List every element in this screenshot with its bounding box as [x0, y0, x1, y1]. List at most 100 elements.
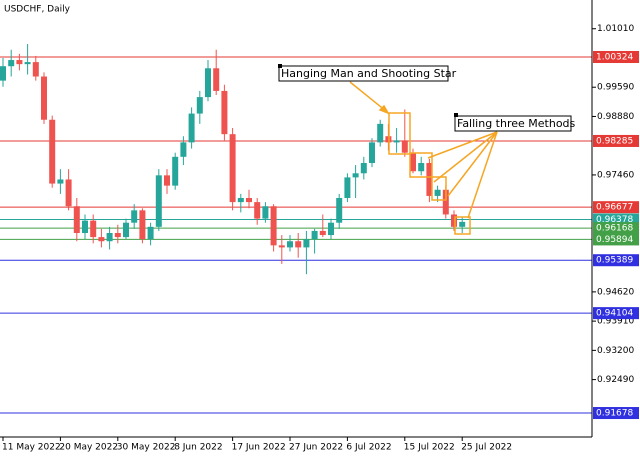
- candle-body: [311, 230, 318, 240]
- candles-layer: [0, 43, 466, 275]
- x-tick-label: 30 May 2022: [117, 443, 176, 453]
- anchor: [278, 64, 282, 68]
- candle-body: [270, 206, 277, 246]
- candle-body: [410, 152, 416, 172]
- candle-body: [32, 62, 39, 77]
- price-label: 0.96168: [596, 224, 633, 234]
- candle-body: [295, 241, 302, 248]
- candle-body: [352, 173, 359, 178]
- price-label-box: [593, 50, 639, 63]
- candle-body: [434, 189, 441, 196]
- y-tick-label: 0.93910: [597, 317, 634, 327]
- candle-body: [155, 175, 162, 227]
- price-label: 0.98285: [596, 136, 633, 146]
- annotation: Falling three Methods: [457, 117, 576, 130]
- candle-body: [360, 162, 367, 174]
- pattern-box: [409, 152, 433, 178]
- candle-body: [205, 68, 211, 98]
- candle-body: [246, 197, 252, 203]
- candle-body: [369, 142, 375, 163]
- candle-body: [49, 119, 56, 184]
- price-label-box: [593, 254, 639, 267]
- candle-body: [262, 206, 269, 219]
- y-tick-label: 0.93200: [597, 346, 634, 356]
- candle-body: [180, 142, 187, 157]
- candle-body: [123, 222, 129, 238]
- price-label-box: [593, 134, 639, 147]
- candle-body: [442, 189, 449, 215]
- candle-body: [41, 76, 47, 120]
- y-tick-label: 0.94620: [597, 287, 634, 297]
- y-tick-label: 0.99590: [597, 83, 634, 93]
- candle-body: [114, 232, 121, 238]
- price-label: 0.96378: [596, 215, 633, 225]
- candle-body: [336, 197, 343, 223]
- candle-body: [188, 113, 195, 143]
- candle-body: [418, 162, 425, 172]
- candle-body: [106, 232, 113, 242]
- candle-body: [131, 210, 138, 223]
- candle-body: [451, 214, 457, 227]
- candle-body: [196, 97, 203, 114]
- x-tick-label: 20 May 2022: [59, 443, 118, 453]
- annotation-box: [454, 115, 572, 132]
- candle-body: [65, 179, 72, 207]
- candle-body: [0, 66, 6, 81]
- candle-body: [401, 140, 408, 153]
- price-label-box: [593, 307, 639, 320]
- arrow: [433, 131, 498, 183]
- candle-body: [344, 177, 351, 198]
- price-label: 0.96677: [596, 203, 633, 213]
- price-label: 1.00324: [596, 52, 633, 62]
- candle-body: [139, 210, 146, 240]
- x-tick-label: 27 Jun 2022: [289, 443, 343, 453]
- candle-body: [221, 90, 228, 135]
- candle-body: [24, 62, 31, 65]
- arrow: [447, 131, 498, 197]
- candle-body: [287, 241, 293, 248]
- annotation: Hanging Man and Shooting Star: [281, 67, 457, 80]
- candle-body: [98, 237, 105, 242]
- candle-body: [319, 230, 326, 236]
- price-label: 0.91678: [596, 409, 633, 419]
- candle-body: [254, 202, 261, 219]
- candle-body: [147, 226, 154, 240]
- levels-layer: [0, 56, 592, 414]
- x-tick-label: 8 Jun 2022: [174, 443, 222, 453]
- candle-body: [213, 68, 220, 91]
- y-tick-label: 1.01010: [597, 24, 634, 34]
- candle-body: [278, 245, 285, 248]
- candle-body: [426, 162, 433, 196]
- x-tick-label: 6 Jul 2022: [346, 443, 391, 453]
- anchor: [454, 113, 458, 117]
- candle-body: [459, 221, 466, 227]
- candle-body: [82, 220, 88, 233]
- candle-body: [303, 239, 310, 248]
- x-tick-label: 15 Jul 2022: [404, 443, 455, 453]
- arrow: [427, 131, 498, 159]
- annotations: [349, 81, 498, 235]
- price-label: 0.95894: [596, 235, 633, 245]
- candle-body: [90, 220, 97, 238]
- price-label-box: [593, 222, 639, 235]
- chart-title: USDCHF, Daily: [4, 5, 71, 15]
- candle-body: [237, 197, 244, 203]
- price-label-box: [593, 201, 639, 214]
- y-tick-label: 0.92490: [597, 375, 634, 385]
- annotation-box: [278, 65, 449, 82]
- y-tick-label: 0.97460: [597, 170, 634, 180]
- x-tick-label: 17 Jun 2022: [232, 443, 286, 453]
- price-label: 0.95389: [596, 256, 633, 266]
- x-tick-label: 11 May 2022: [2, 443, 61, 453]
- y-tick-label: 0.98880: [597, 112, 634, 122]
- candle-body: [328, 222, 334, 236]
- price-label-box: [593, 407, 639, 420]
- candle-body: [164, 175, 170, 186]
- x-tick-label: 25 Jul 2022: [461, 443, 512, 453]
- candle-body: [57, 179, 64, 184]
- arrow: [349, 81, 387, 112]
- pattern-box: [431, 176, 447, 201]
- candle-body: [73, 206, 80, 233]
- candle-body: [393, 140, 400, 143]
